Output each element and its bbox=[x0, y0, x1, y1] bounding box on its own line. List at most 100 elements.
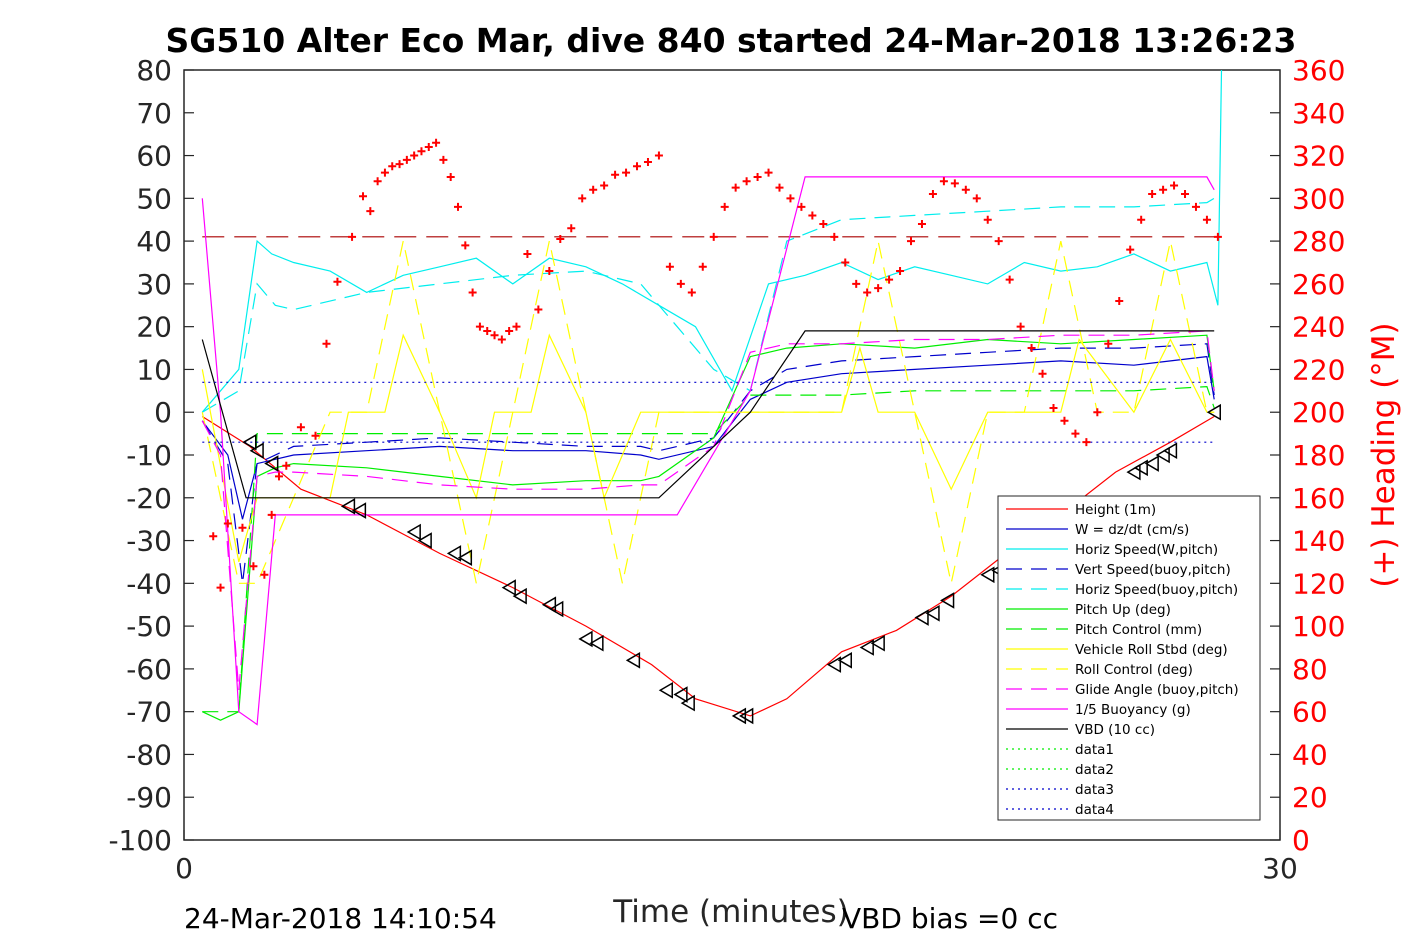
heading-point bbox=[359, 192, 368, 201]
y-right-tick-label: 360 bbox=[1292, 54, 1345, 87]
legend-label: 1/5 Buoyancy (g) bbox=[1075, 702, 1191, 718]
legend-label: Horiz Speed(buoy,pitch) bbox=[1075, 582, 1238, 598]
y-right-tick-label: 220 bbox=[1292, 353, 1345, 386]
heading-point bbox=[424, 143, 433, 151]
heading-point bbox=[512, 322, 521, 331]
heading-point bbox=[808, 211, 817, 220]
heading-point bbox=[950, 179, 959, 188]
heading-point bbox=[490, 331, 499, 340]
heading-point bbox=[994, 237, 1003, 246]
heading-point bbox=[1082, 438, 1091, 447]
series-line-11 bbox=[201, 330, 1215, 499]
legend-label: VBD (10 cc) bbox=[1075, 722, 1155, 738]
series-line-2 bbox=[201, 69, 1223, 413]
x-axis-label: Time (minutes) bbox=[612, 894, 848, 930]
y-tick-label: -80 bbox=[126, 738, 172, 771]
y-tick-label: 0 bbox=[154, 396, 172, 429]
heading-point bbox=[1213, 232, 1222, 241]
heading-point bbox=[249, 562, 258, 571]
depth-marker bbox=[980, 566, 995, 584]
depth-marker bbox=[351, 502, 367, 519]
y-right-tick-label: 180 bbox=[1292, 439, 1345, 472]
depth-marker bbox=[1133, 459, 1148, 477]
depth-marker bbox=[249, 442, 264, 460]
legend-label: Pitch Up (deg) bbox=[1075, 602, 1171, 618]
legend-label: Height (1m) bbox=[1075, 502, 1156, 518]
heading-point bbox=[402, 155, 411, 164]
heading-point bbox=[432, 138, 441, 147]
heading-point bbox=[852, 279, 861, 288]
heading-point bbox=[497, 335, 506, 344]
y-tick-label: 70 bbox=[136, 97, 172, 130]
heading-point bbox=[687, 288, 696, 297]
depth-marker bbox=[1162, 442, 1178, 460]
y-right-tick-label: 240 bbox=[1292, 311, 1345, 344]
y-right-tick-label: 120 bbox=[1292, 567, 1345, 600]
depth-marker bbox=[417, 532, 432, 549]
y-right-tick-label: 140 bbox=[1292, 525, 1345, 558]
footer-timestamp: 24-Mar-2018 14:10:54 bbox=[184, 902, 497, 935]
heading-point bbox=[709, 232, 718, 241]
y-right-tick-label: 20 bbox=[1292, 781, 1328, 814]
heading-point bbox=[611, 170, 620, 179]
heading-point bbox=[483, 326, 492, 335]
depth-marker bbox=[940, 592, 955, 609]
depth-marker bbox=[658, 681, 673, 699]
depth-marker bbox=[541, 596, 557, 614]
heading-point bbox=[267, 510, 276, 519]
series-line-9 bbox=[201, 330, 1215, 691]
heading-point bbox=[1049, 403, 1058, 412]
legend-label: Horiz Speed(W,pitch) bbox=[1075, 542, 1218, 558]
heading-point bbox=[333, 277, 342, 286]
depth-marker bbox=[578, 630, 593, 648]
y-right-tick-label: 160 bbox=[1292, 482, 1345, 515]
depth-marker bbox=[406, 523, 421, 541]
y-tick-label: -60 bbox=[126, 653, 172, 686]
heading-points bbox=[209, 138, 1222, 592]
heading-point bbox=[830, 232, 839, 241]
heading-point bbox=[1126, 245, 1135, 254]
depth-marker bbox=[680, 694, 695, 712]
heading-point bbox=[797, 202, 806, 211]
legend-label: data4 bbox=[1075, 802, 1114, 818]
y-tick-label: -70 bbox=[126, 696, 172, 729]
heading-point bbox=[274, 472, 283, 481]
x-tick-label: 0 bbox=[175, 852, 193, 885]
y-tick-label: -10 bbox=[126, 439, 172, 472]
depth-marker bbox=[1155, 446, 1170, 464]
heading-point bbox=[863, 288, 872, 297]
heading-point bbox=[622, 168, 631, 177]
y-right-tick-label: 80 bbox=[1292, 653, 1328, 686]
y-right-tick-label: 300 bbox=[1292, 182, 1345, 215]
y-tick-label: 40 bbox=[136, 225, 172, 258]
y-tick-label: 10 bbox=[136, 353, 172, 386]
heading-point bbox=[764, 168, 773, 177]
legend-label: Glide Angle (buoy,pitch) bbox=[1075, 682, 1239, 698]
legend-label: W = dz/dt (cm/s) bbox=[1075, 522, 1189, 538]
y-axis-right-label: (+) Heading (°M) bbox=[1366, 322, 1402, 587]
heading-point bbox=[1115, 297, 1124, 305]
depth-marker bbox=[1206, 403, 1221, 421]
heading-point bbox=[841, 258, 850, 267]
heading-point bbox=[380, 168, 389, 177]
depth-marker bbox=[739, 707, 754, 725]
heading-point bbox=[676, 279, 685, 288]
y-right-tick-label: 60 bbox=[1292, 696, 1328, 729]
heading-point bbox=[600, 181, 609, 190]
heading-point bbox=[654, 151, 663, 160]
depth-marker bbox=[457, 549, 473, 566]
heading-point bbox=[589, 185, 598, 194]
heading-point bbox=[731, 183, 740, 192]
depth-marker bbox=[589, 634, 604, 652]
heading-point bbox=[454, 202, 462, 211]
legend-label: data3 bbox=[1075, 782, 1114, 798]
y-right-tick-label: 0 bbox=[1292, 824, 1310, 857]
series-line-8 bbox=[201, 240, 1215, 584]
heading-point bbox=[523, 249, 532, 258]
y-tick-label: -90 bbox=[126, 781, 172, 814]
heading-point bbox=[874, 284, 883, 293]
heading-point bbox=[698, 262, 707, 271]
heading-point bbox=[753, 172, 762, 181]
y-tick-label: -100 bbox=[108, 824, 172, 857]
